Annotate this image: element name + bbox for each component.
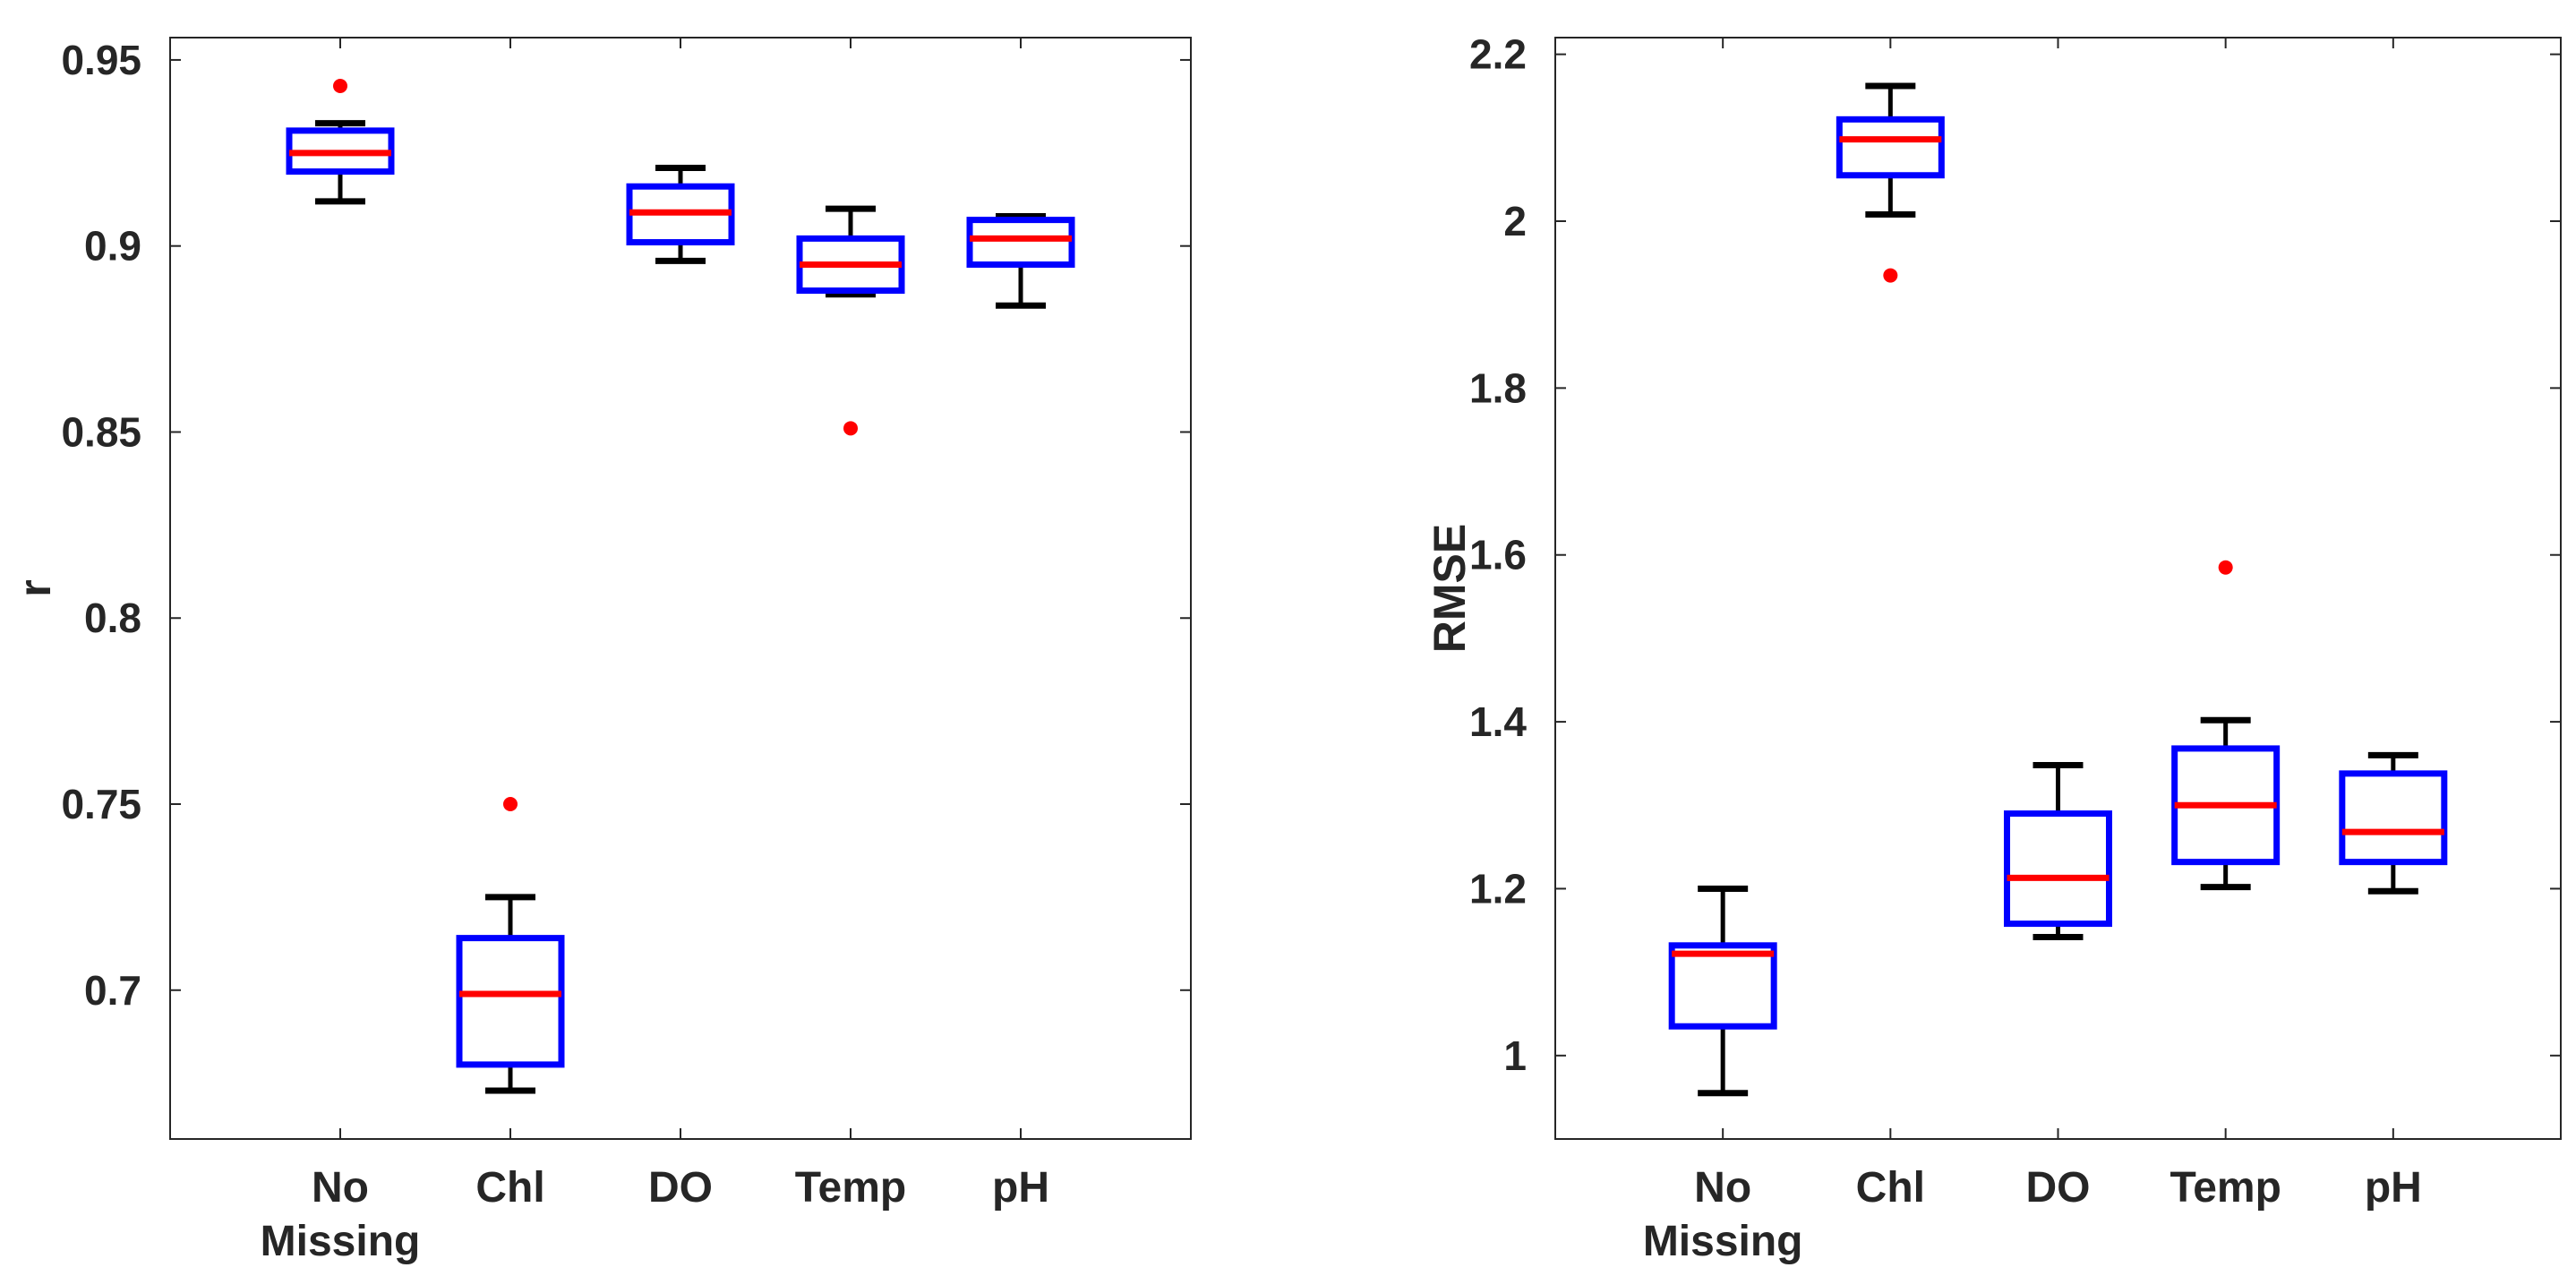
y-tick-label: 1.4 bbox=[1469, 698, 1527, 745]
x-tick-label: No bbox=[312, 1164, 369, 1212]
y-axis-label: r bbox=[10, 579, 60, 596]
outlier-point bbox=[1883, 268, 1898, 283]
x-tick-label: Missing bbox=[1643, 1218, 1803, 1265]
x-tick-label: Temp bbox=[795, 1164, 906, 1212]
iqr-box bbox=[1668, 942, 1777, 1030]
y-tick-label: 0.9 bbox=[84, 223, 141, 270]
y-tick-label: 0.95 bbox=[61, 37, 141, 83]
y-tick-label: 2.2 bbox=[1469, 31, 1527, 78]
iqr-box bbox=[1836, 116, 1945, 179]
x-tick-label: DO bbox=[2026, 1164, 2091, 1212]
x-tick-label: DO bbox=[648, 1164, 713, 1212]
y-tick-label: 1.6 bbox=[1469, 532, 1527, 578]
x-tick-label: pH bbox=[2365, 1164, 2422, 1212]
x-tick-label: Missing bbox=[261, 1218, 421, 1265]
chart-panel-2: 1 1.2 1.4 1.6 1.8 2 2.2 No Missing Chl DO Temp pH RMS… bbox=[1425, 31, 2562, 1265]
chart-panel-1: 0.7 0.75 0.8 0.85 0.9 0.95 No Missing Chl DO Temp p… bbox=[10, 37, 1192, 1265]
box-1 bbox=[286, 79, 395, 205]
outlier-point bbox=[843, 421, 858, 436]
y-tick-label: 1 bbox=[1503, 1032, 1527, 1079]
axes-frame bbox=[1554, 37, 2562, 1140]
box-3 bbox=[626, 164, 735, 264]
outlier-point bbox=[333, 79, 347, 94]
box-3 bbox=[2004, 762, 2112, 940]
outlier-point bbox=[503, 797, 518, 812]
y-tick-label: 1.2 bbox=[1469, 865, 1527, 912]
box-4 bbox=[2171, 560, 2281, 891]
y-axis-label: RMSE bbox=[1425, 524, 1475, 653]
box-5 bbox=[966, 212, 1075, 309]
iqr-box bbox=[2004, 810, 2112, 928]
iqr-box bbox=[966, 217, 1075, 268]
y-tick-label: 2 bbox=[1503, 198, 1527, 244]
box-2 bbox=[1836, 82, 1945, 283]
box-5 bbox=[2339, 751, 2448, 895]
x-tick-label: pH bbox=[992, 1164, 1049, 1212]
x-tick-label: Chl bbox=[475, 1164, 544, 1212]
y-tick-label: 0.7 bbox=[84, 967, 141, 1014]
box-4 bbox=[796, 205, 905, 436]
y-tick-label: 0.75 bbox=[61, 781, 141, 827]
y-tick-label: 0.8 bbox=[84, 595, 141, 641]
box-1 bbox=[1668, 885, 1777, 1097]
x-tick-label: Chl bbox=[1856, 1164, 1925, 1212]
x-tick-label: No bbox=[1694, 1164, 1751, 1212]
x-tick-label: Temp bbox=[2169, 1164, 2281, 1212]
y-tick-label: 1.8 bbox=[1469, 364, 1527, 411]
outlier-point bbox=[2218, 560, 2233, 575]
iqr-box bbox=[2339, 770, 2448, 866]
y-tick-label: 0.85 bbox=[61, 408, 141, 455]
box-2 bbox=[456, 797, 565, 1094]
iqr-box bbox=[456, 935, 565, 1068]
